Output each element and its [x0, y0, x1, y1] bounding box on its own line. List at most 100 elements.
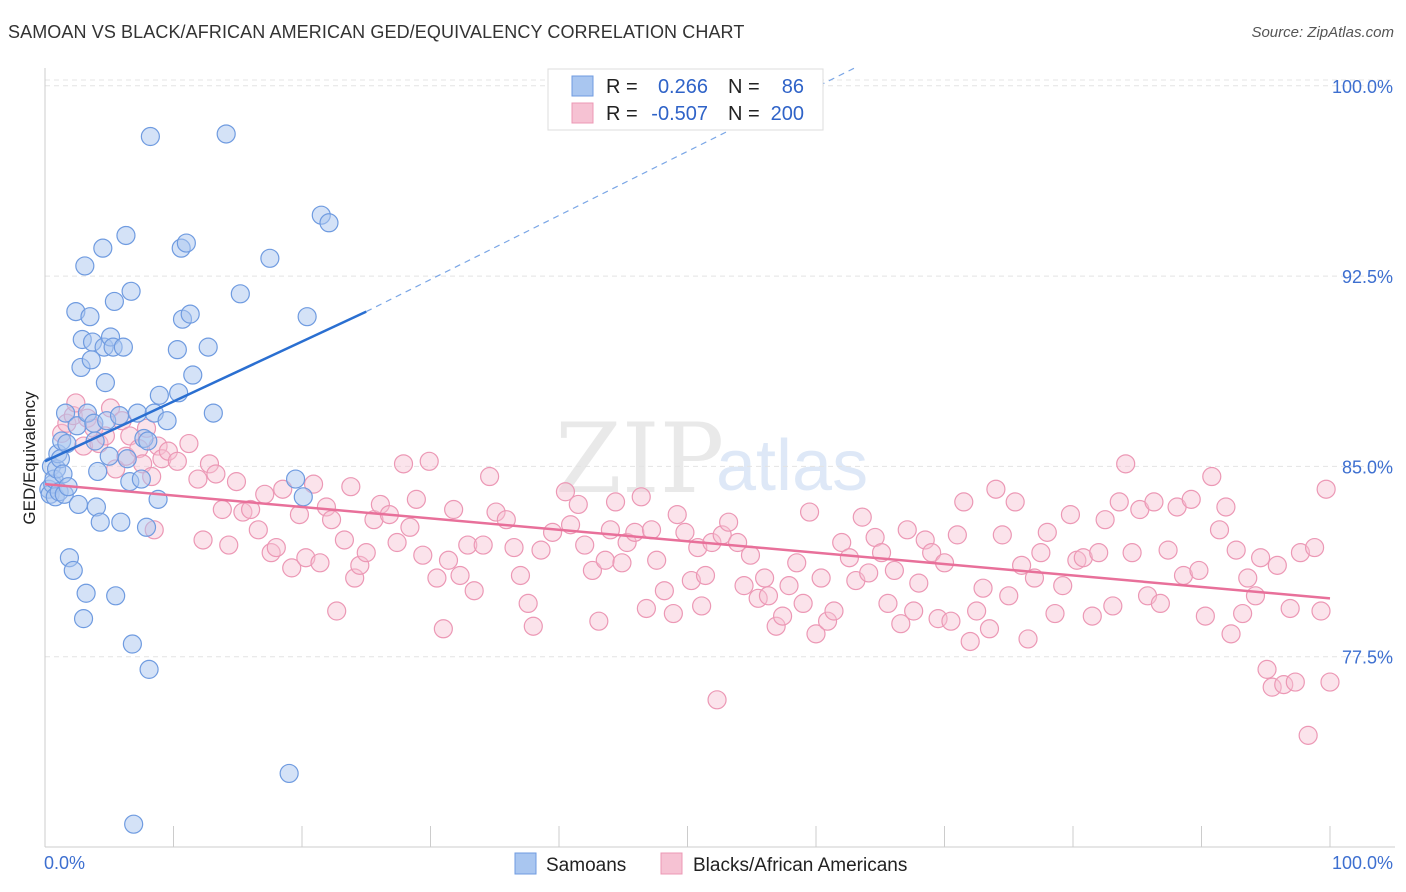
data-point-samoans	[106, 586, 126, 606]
data-point-blacks	[754, 568, 775, 588]
data-point-blacks	[273, 479, 293, 499]
data-point-blacks	[266, 537, 286, 558]
data-point-blacks	[248, 520, 268, 540]
data-point-blacks	[1285, 672, 1305, 692]
data-point-blacks	[555, 482, 576, 502]
data-point-blacks	[334, 530, 355, 550]
data-point-blacks	[1245, 586, 1266, 606]
data-point-samoans	[136, 517, 157, 537]
y-tick-labels: 77.5% 85.0% 92.5% 100.0%	[1332, 77, 1393, 668]
data-point-blacks	[1251, 548, 1271, 568]
data-point-blacks	[647, 550, 667, 570]
data-point-blacks	[219, 535, 239, 555]
data-point-samoans	[113, 337, 133, 357]
data-point-blacks	[1216, 497, 1236, 517]
data-point-blacks	[766, 616, 786, 636]
data-point-samoans	[230, 284, 250, 304]
data-point-blacks	[393, 454, 414, 474]
data-point-blacks	[973, 578, 993, 598]
data-point-blacks	[904, 601, 924, 621]
data-point-blacks	[799, 502, 820, 522]
data-point-samoans	[88, 461, 108, 482]
data-point-blacks	[1189, 560, 1209, 581]
data-point-blacks	[692, 596, 712, 616]
data-point-blacks	[575, 535, 595, 555]
legend-top: R = 0.266 N = 86 R = -0.507 N = 200	[547, 68, 824, 131]
data-point-blacks	[1060, 504, 1081, 525]
legend-r-label-0: R =	[606, 76, 638, 98]
data-point-blacks	[310, 553, 330, 573]
data-point-blacks	[1195, 606, 1215, 626]
data-point-samoans	[131, 469, 151, 489]
data-point-blacks	[1311, 601, 1331, 621]
data-point-blacks	[859, 563, 879, 583]
data-point-samoans	[279, 763, 299, 784]
data-point-blacks	[663, 603, 683, 624]
data-point-samoans	[285, 469, 306, 489]
data-point-blacks	[345, 568, 365, 588]
data-point-blacks	[464, 581, 484, 601]
axes	[44, 68, 1395, 848]
data-point-blacks	[1290, 543, 1311, 563]
data-point-blacks	[595, 550, 615, 570]
y-tick-label: 85.0%	[1342, 457, 1393, 477]
data-point-samoans	[76, 583, 96, 603]
data-point-blacks	[413, 545, 433, 565]
data-point-samoans	[121, 281, 141, 301]
data-point-blacks	[233, 502, 253, 522]
data-point-samoans	[176, 233, 196, 253]
data-point-blacks	[1089, 543, 1109, 563]
data-point-blacks	[518, 593, 538, 614]
data-point-samoans	[167, 340, 187, 360]
data-point-blacks	[255, 484, 275, 504]
data-point-samoans	[111, 512, 131, 532]
data-point-blacks	[1109, 492, 1129, 512]
data-point-samoans	[90, 512, 110, 532]
data-point-blacks	[1053, 576, 1073, 596]
data-point-blacks	[1262, 677, 1282, 697]
series-samoans	[39, 124, 339, 834]
data-point-samoans	[124, 814, 144, 834]
data-point-blacks	[387, 532, 407, 553]
data-point-samoans	[138, 431, 158, 451]
data-point-blacks	[631, 487, 651, 507]
data-point-blacks	[1144, 492, 1164, 512]
x-tick-label-max: 100.0%	[1332, 853, 1393, 873]
data-point-samoans	[319, 213, 339, 233]
data-point-blacks	[589, 611, 609, 631]
data-point-blacks	[350, 555, 370, 575]
data-point-blacks	[617, 532, 637, 553]
data-point-blacks	[1238, 568, 1258, 588]
data-point-samoans	[157, 411, 177, 431]
y-tick-label: 92.5%	[1342, 267, 1393, 287]
data-point-samoans	[99, 446, 119, 466]
data-point-blacks	[636, 598, 656, 619]
data-point-blacks	[734, 576, 754, 596]
data-point-blacks	[193, 530, 213, 550]
data-point-blacks	[1005, 492, 1025, 512]
data-point-blacks	[1031, 543, 1051, 563]
data-point-blacks	[817, 611, 838, 631]
legend-bottom-label-blacks: Blacks/African Americans	[693, 855, 907, 876]
data-point-blacks	[1082, 606, 1102, 626]
data-point-blacks	[681, 570, 701, 591]
data-point-samoans	[75, 256, 95, 276]
data-point-blacks	[327, 601, 347, 621]
data-point-blacks	[1320, 672, 1340, 692]
legend-bottom: Samoans Blacks/African Americans	[514, 852, 907, 876]
legend-bottom-label-samoans: Samoans	[546, 855, 626, 876]
data-point-blacks	[1257, 659, 1277, 679]
legend-bottom-swatch-blacks	[660, 852, 683, 875]
data-point-blacks	[480, 466, 500, 487]
data-point-blacks	[909, 573, 929, 593]
legend-bottom-swatch-samoans	[514, 852, 537, 875]
data-point-blacks	[1103, 596, 1123, 616]
data-point-samoans	[117, 449, 137, 469]
data-point-blacks	[419, 451, 439, 471]
data-point-blacks	[504, 537, 524, 558]
data-point-blacks	[1202, 466, 1222, 487]
data-point-blacks	[167, 451, 187, 471]
data-point-samoans	[104, 291, 124, 312]
data-point-samoans	[293, 487, 313, 507]
data-point-blacks	[1150, 593, 1170, 614]
